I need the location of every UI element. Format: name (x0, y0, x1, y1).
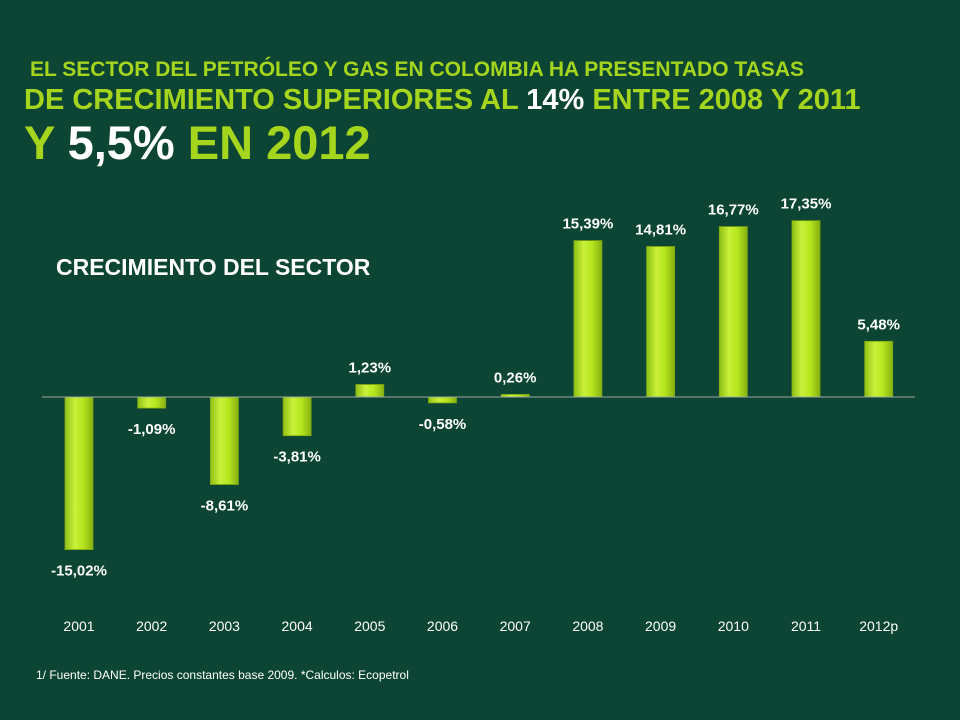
headline-line-3: Y 5,5% EN 2012 (24, 115, 924, 170)
x-tick-2002: 2002 (136, 618, 167, 634)
headline-line-1: EL SECTOR DEL PETRÓLEO Y GAS EN COLOMBIA… (30, 58, 804, 81)
bar-2011 (791, 220, 821, 398)
x-tick-2009: 2009 (645, 618, 676, 634)
data-label-2007: 0,26% (494, 369, 537, 386)
headline-line-2: DE CRECIMIENTO SUPERIORES AL 14% ENTRE 2… (24, 84, 944, 117)
bar-2012p (864, 340, 894, 398)
x-tick-2004: 2004 (282, 618, 313, 634)
headline-highlight-14: 14% (526, 84, 585, 116)
bar-2004 (282, 396, 312, 437)
data-label-2006: -0,58% (419, 416, 467, 433)
chart-title: CRECIMIENTO DEL SECTOR (56, 254, 371, 280)
data-label-2010: 16,77% (708, 202, 759, 219)
data-label-2011: 17,35% (781, 196, 832, 213)
bar-2010 (718, 226, 748, 398)
x-tick-2003: 2003 (209, 618, 240, 634)
x-tick-2010: 2010 (718, 618, 749, 634)
x-tick-2001: 2001 (63, 618, 94, 634)
data-label-2008: 15,39% (562, 216, 613, 233)
headline-line-3-end: EN 2012 (174, 116, 371, 169)
headline-highlight-5-5: 5,5% (67, 116, 175, 169)
x-tick-2012p: 2012p (859, 618, 898, 634)
bar-2009 (646, 246, 675, 398)
headline-line-2-end: ENTRE 2008 Y 2011 (584, 84, 861, 116)
data-label-2009: 14,81% (635, 222, 686, 239)
data-label-2003: -8,61% (201, 498, 249, 515)
bar-2006 (428, 396, 457, 404)
headline-line-2-start: DE CRECIMIENTO SUPERIORES AL (24, 84, 527, 116)
bar-2002 (137, 396, 167, 409)
data-label-2012p: 5,48% (857, 316, 900, 333)
bar-2005 (355, 384, 385, 398)
x-tick-2011: 2011 (791, 618, 821, 634)
data-label-2001: -15,02% (51, 563, 107, 580)
bar-2001 (64, 396, 94, 551)
source-footnote: 1/ Fuente: DANE. Precios constantes base… (36, 668, 409, 682)
bar-2008 (573, 240, 603, 398)
headline-line-3-start: Y (24, 116, 68, 169)
x-tick-2007: 2007 (500, 618, 531, 634)
x-tick-2008: 2008 (572, 618, 603, 634)
data-label-2005: 1,23% (349, 360, 392, 377)
data-label-2002: -1,09% (128, 421, 176, 438)
data-label-2004: -3,81% (273, 449, 321, 466)
x-tick-2006: 2006 (427, 618, 458, 634)
bar-2003 (209, 396, 239, 485)
x-tick-2005: 2005 (354, 618, 385, 634)
